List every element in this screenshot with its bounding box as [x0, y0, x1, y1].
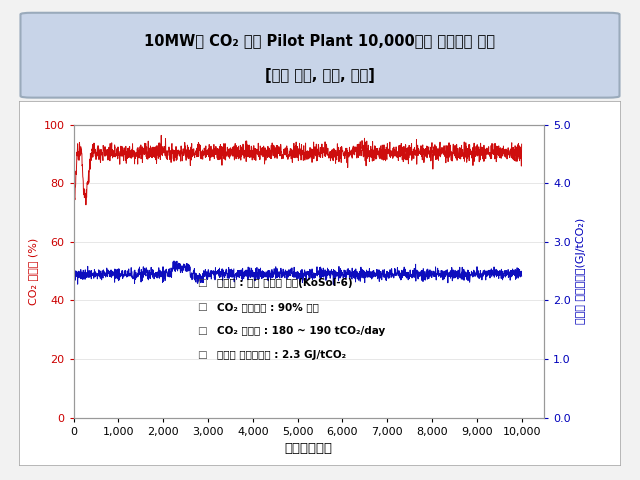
- Text: [국내 최초, 최고, 최대]: [국내 최초, 최고, 최대]: [265, 68, 375, 83]
- Text: □: □: [196, 278, 207, 288]
- X-axis label: 연속운전시간: 연속운전시간: [285, 442, 333, 455]
- Text: 10MW급 CO₂ 포집 Pilot Plant 10,000시간 연속운전 완료: 10MW급 CO₂ 포집 Pilot Plant 10,000시간 연속운전 완…: [145, 33, 495, 48]
- Text: □: □: [196, 302, 207, 312]
- Text: 흡수제 : 개발 흡수제 적용(KoSol-6): 흡수제 : 개발 흡수제 적용(KoSol-6): [217, 278, 353, 288]
- Text: □: □: [196, 326, 207, 336]
- Text: CO₂ 제거효율 : 90% 이상: CO₂ 제거효율 : 90% 이상: [217, 302, 319, 312]
- Y-axis label: CO₂ 제거율 (%): CO₂ 제거율 (%): [28, 238, 38, 305]
- Y-axis label: 흡수제 재생에너지(GJ/tCO₂): 흡수제 재생에너지(GJ/tCO₂): [577, 218, 586, 324]
- FancyBboxPatch shape: [20, 13, 620, 97]
- Text: 흡수제 재생에너지 : 2.3 GJ/tCO₂: 흡수제 재생에너지 : 2.3 GJ/tCO₂: [217, 350, 346, 360]
- Text: CO₂ 포집량 : 180 ~ 190 tCO₂/day: CO₂ 포집량 : 180 ~ 190 tCO₂/day: [217, 326, 385, 336]
- Text: □: □: [196, 350, 207, 360]
